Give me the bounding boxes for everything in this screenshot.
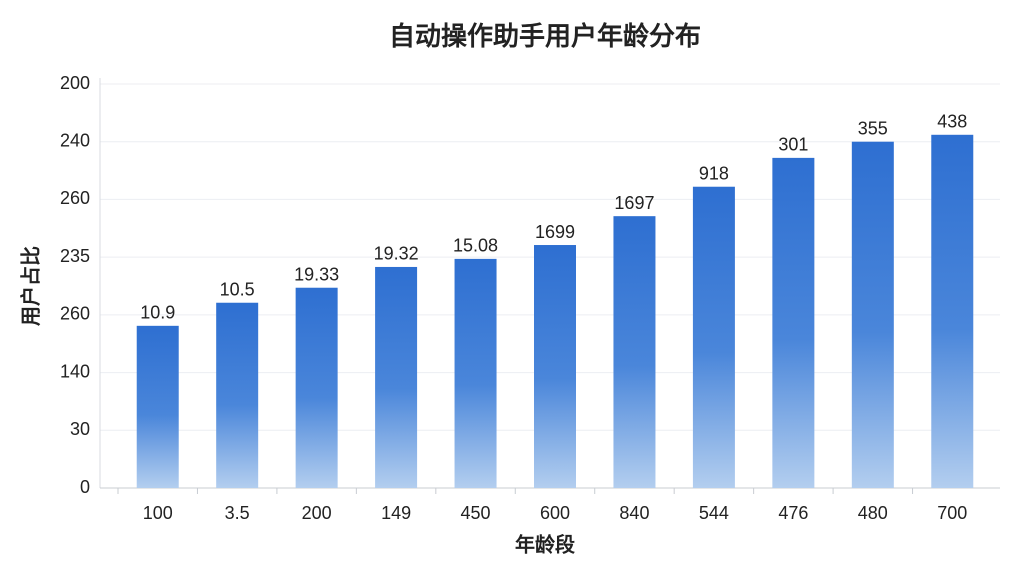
y-tick-label: 260 — [60, 188, 90, 208]
y-tick-label: 140 — [60, 361, 90, 381]
data-label: 15.08 — [453, 236, 498, 256]
y-tick-label: 240 — [60, 130, 90, 150]
x-tick-label: 480 — [858, 503, 888, 523]
x-tick-label: 3.5 — [225, 503, 250, 523]
x-tick-label: 700 — [937, 503, 967, 523]
x-tick-label: 149 — [381, 503, 411, 523]
x-axis-title: 年龄段 — [515, 532, 575, 556]
data-label: 918 — [699, 163, 729, 183]
y-axis-title: 用户占比 — [18, 246, 42, 326]
bar — [295, 287, 338, 488]
data-label: 355 — [858, 118, 888, 138]
x-tick-label: 200 — [302, 503, 332, 523]
bar — [692, 186, 735, 488]
data-label: 19.32 — [374, 244, 419, 264]
y-tick-label: 0 — [80, 477, 90, 497]
data-label: 438 — [937, 112, 967, 132]
data-label: 1699 — [535, 222, 575, 242]
bar — [851, 141, 894, 488]
bar — [931, 134, 974, 488]
y-tick-label: 30 — [70, 419, 90, 439]
data-label: 19.33 — [294, 264, 339, 284]
x-tick-label: 450 — [461, 503, 491, 523]
chart-title: 自动操作助手用户年龄分布 — [389, 21, 701, 51]
bar — [375, 266, 418, 488]
bar — [136, 325, 179, 488]
x-tick-label: 544 — [699, 503, 729, 523]
bar — [216, 302, 259, 488]
bar — [772, 157, 815, 489]
x-tick-label: 600 — [540, 503, 570, 523]
data-label: 10.9 — [140, 303, 175, 323]
bar — [454, 258, 497, 488]
x-tick-label: 100 — [143, 503, 173, 523]
data-label: 1697 — [614, 193, 654, 213]
x-tick-label: 840 — [619, 503, 649, 523]
y-tick-label: 200 — [60, 73, 90, 93]
bar — [534, 245, 576, 488]
x-tick-label: 476 — [778, 503, 808, 523]
data-label: 301 — [778, 135, 808, 155]
y-tick-label: 235 — [60, 246, 90, 266]
y-tick-label: 260 — [60, 304, 90, 324]
data-label: 10.5 — [220, 279, 255, 299]
bar — [613, 216, 656, 488]
